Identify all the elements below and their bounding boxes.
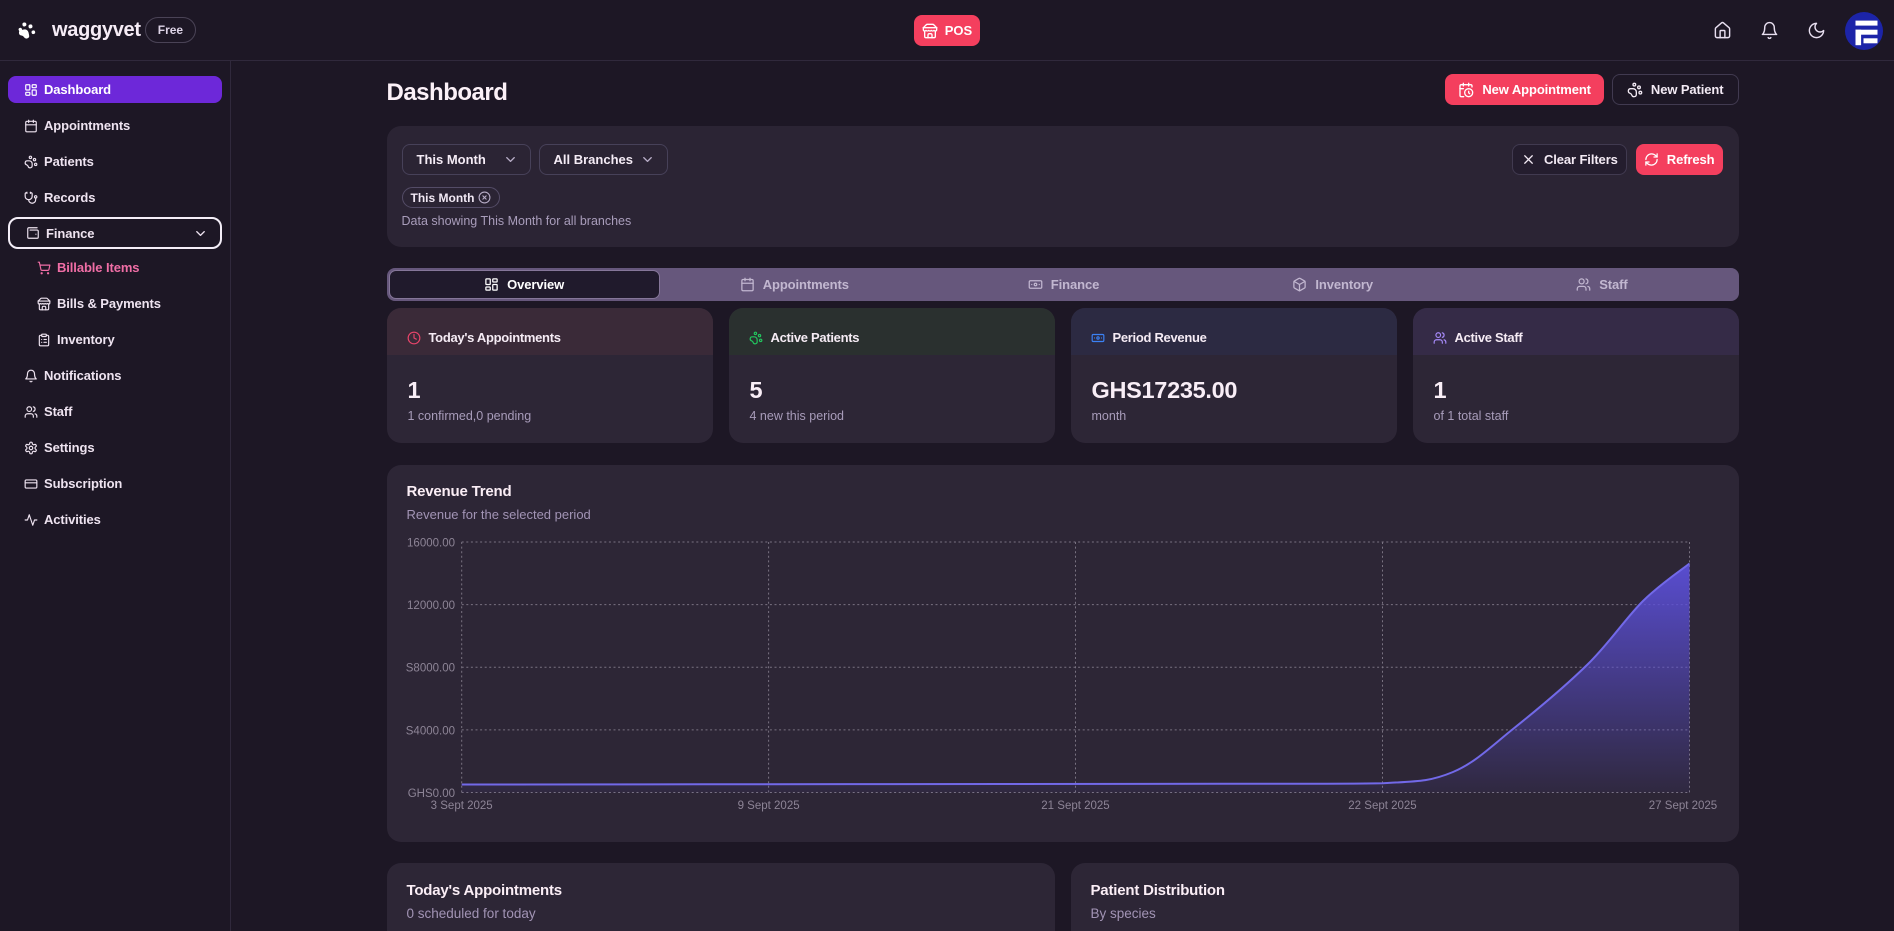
svg-text:16000.00: 16000.00 xyxy=(407,538,455,550)
svg-text:S8000.00: S8000.00 xyxy=(405,663,454,675)
svg-text:12000.00: 12000.00 xyxy=(407,600,455,612)
svg-text:S4000.00: S4000.00 xyxy=(405,725,454,737)
svg-text:9 Sept 2025: 9 Sept 2025 xyxy=(737,800,799,812)
svg-text:GHS0.00: GHS0.00 xyxy=(407,788,454,800)
svg-text:3 Sept 2025: 3 Sept 2025 xyxy=(430,800,492,812)
svg-text:22 Sept 2025: 22 Sept 2025 xyxy=(1348,800,1416,812)
svg-text:21 Sept 2025: 21 Sept 2025 xyxy=(1041,800,1109,812)
svg-text:27 Sept 2025: 27 Sept 2025 xyxy=(1648,800,1716,812)
